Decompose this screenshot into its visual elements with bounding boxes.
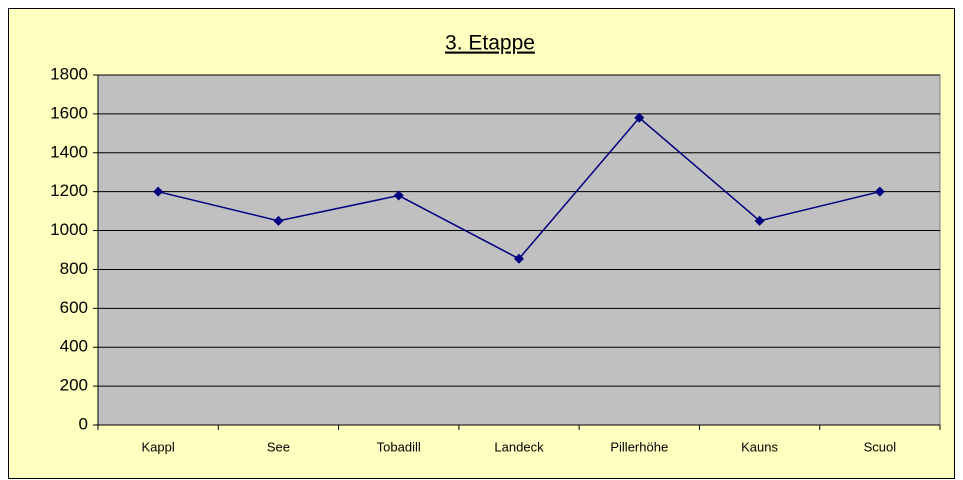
y-tick-label: 1200: [50, 181, 88, 200]
marker: [153, 186, 164, 197]
chart-title: 3. Etappe: [445, 32, 535, 55]
marker: [393, 190, 404, 201]
marker: [514, 253, 524, 264]
x-tick-label: Pillerhöhe: [610, 439, 668, 454]
marker: [754, 215, 765, 226]
y-tick-label: 600: [60, 298, 88, 317]
x-tick-label: Landeck: [494, 439, 544, 454]
plot-area: [97, 74, 941, 426]
x-tick-label: Kappl: [142, 439, 175, 454]
y-tick-label: 1800: [50, 64, 88, 83]
y-tick-label: 400: [60, 337, 88, 356]
marker: [874, 186, 885, 197]
marker: [634, 112, 645, 123]
x-tick-label: Kauns: [741, 439, 778, 454]
marker: [273, 215, 284, 226]
y-tick-label: 1400: [50, 142, 88, 161]
x-tick-label: Tobadill: [377, 439, 421, 454]
x-tick-label: See: [267, 439, 290, 454]
y-tick-label: 0: [79, 414, 88, 433]
y-tick-label: 1600: [50, 103, 88, 122]
y-tick-label: 800: [60, 259, 88, 278]
y-tick-label: 200: [60, 376, 88, 395]
x-tick-label: Scuol: [864, 439, 897, 454]
y-tick-label: 1000: [50, 220, 88, 239]
